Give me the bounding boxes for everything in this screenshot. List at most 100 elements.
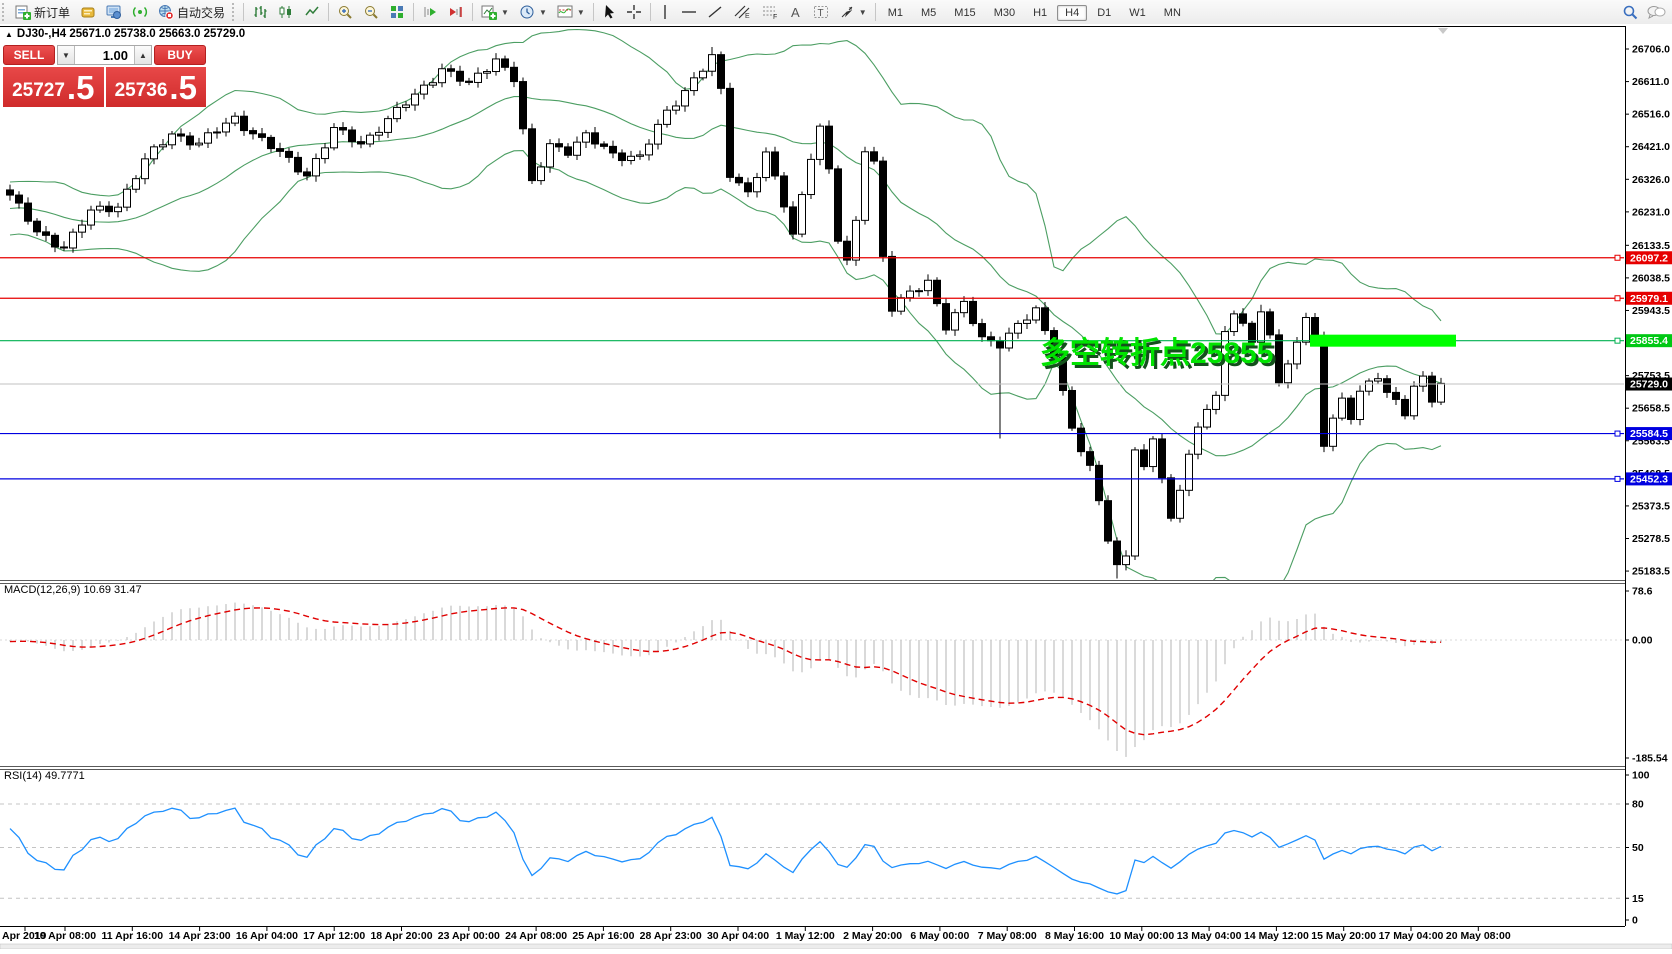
chart-window[interactable]: ▲ DJ30-,H4 25671.0 25738.0 25663.0 25729… (0, 24, 1672, 950)
bar-chart-mode-button[interactable] (247, 1, 273, 23)
candle-body (15, 194, 23, 204)
candlestick-mode-button[interactable] (273, 1, 299, 23)
candle-body (321, 147, 329, 160)
zoom-in-button[interactable] (332, 1, 358, 23)
macd-signal-line (9, 607, 1442, 736)
arrows-dropdown[interactable]: ▼ (834, 1, 872, 23)
ask-int: 25736 (114, 80, 168, 101)
candle-body (924, 279, 932, 292)
new-chart-dropdown[interactable]: ▼ (476, 1, 514, 23)
tile-windows-button[interactable] (384, 1, 410, 23)
price-tick-label: 26706.0 (1632, 44, 1670, 56)
chat-icon[interactable] (1646, 4, 1666, 20)
candle-body (654, 123, 662, 145)
timeframe-m15[interactable]: M15 (954, 7, 976, 19)
text-label-icon: T (813, 6, 828, 19)
candle-body (1095, 464, 1103, 502)
candle-body (150, 146, 158, 160)
bid-price[interactable]: 25727 .5 (3, 67, 104, 107)
chart-shift-button[interactable] (443, 1, 469, 23)
timeframe-d1[interactable]: D1 (1097, 7, 1112, 19)
timeframe-mn[interactable]: MN (1163, 7, 1181, 19)
indicators-dropdown[interactable]: ▼ (552, 1, 590, 23)
line-anchor[interactable] (1614, 475, 1621, 482)
sell-button[interactable]: SELL (3, 45, 55, 65)
candle-body (528, 128, 536, 182)
ask-price[interactable]: 25736 .5 (105, 67, 206, 107)
time-axis-label: 30 Apr 04:00 (707, 930, 769, 942)
candle-body (249, 130, 257, 135)
price-scale[interactable]: 26706.0 26611.0 26516.0 26421.0 26326.0 26231… (1625, 44, 1672, 578)
candle-body (465, 80, 473, 83)
chart-shift-icon (450, 7, 462, 17)
timeframe-m1[interactable]: M1 (887, 7, 903, 19)
shift-marker-icon[interactable] (1438, 28, 1448, 34)
candle-body (510, 66, 518, 83)
bollinger-band[interactable] (9, 96, 1442, 457)
timeframe-h4[interactable]: H4 (1057, 5, 1088, 21)
macd-axis-label: -185.54 (1632, 753, 1668, 765)
candle-body (771, 151, 779, 177)
line-anchor[interactable] (1614, 254, 1621, 261)
vertical-line-tool[interactable] (654, 1, 676, 23)
volume-increase-button[interactable]: ▲ (134, 46, 151, 64)
buy-button[interactable]: BUY (154, 45, 206, 65)
chevron-down-icon: ▼ (501, 7, 509, 17)
volume-value[interactable]: 1.00 (102, 47, 128, 63)
text-label-tool[interactable]: T (808, 1, 834, 23)
line-anchor[interactable] (1614, 430, 1621, 437)
fibonacci-tool[interactable]: F (756, 1, 784, 23)
collapse-triangle-icon[interactable]: ▲ (5, 29, 13, 39)
candle-body (105, 205, 113, 213)
cursor-tool-button[interactable] (597, 1, 621, 23)
crosshair-tool-button[interactable] (621, 1, 647, 23)
candle-body (1419, 375, 1427, 387)
volume-decrease-button[interactable]: ▼ (58, 46, 75, 64)
candle-body (960, 300, 968, 314)
candle-body (555, 143, 563, 148)
highlight-bar[interactable] (1310, 334, 1456, 347)
line-anchor[interactable] (1614, 295, 1621, 302)
signals-button[interactable] (127, 1, 153, 23)
candle-body (1365, 380, 1373, 392)
line-chart-mode-button[interactable] (299, 1, 325, 23)
rsi-axis-label: 100 (1632, 770, 1650, 782)
new-order-button[interactable]: 新订单 (10, 1, 75, 23)
time-axis-label: 8 May 16:00 (1045, 930, 1104, 942)
trendline-tool[interactable] (702, 1, 728, 23)
history-center-button[interactable] (75, 1, 101, 23)
period-dropdown[interactable]: ▼ (514, 1, 552, 23)
zoom-out-button[interactable] (358, 1, 384, 23)
bollinger-band[interactable] (9, 150, 1442, 599)
candle-body (708, 54, 716, 72)
timeframe-m30[interactable]: M30 (993, 7, 1016, 19)
timeframe-w1[interactable]: W1 (1129, 7, 1146, 19)
candle-body (1275, 334, 1283, 384)
equidistant-channel-tool[interactable]: E (728, 1, 756, 23)
candle-body (825, 125, 833, 170)
bollinger-band[interactable] (9, 28, 1442, 335)
line-anchor[interactable] (1614, 337, 1621, 344)
time-axis-label: 23 Apr 00:00 (438, 930, 500, 942)
auto-trading-button[interactable]: 自动交易 (153, 1, 230, 23)
time-axis-label: 18 Apr 20:00 (370, 930, 432, 942)
rsi-pane[interactable] (0, 803, 1625, 899)
price-badge: 25979.1 (1630, 293, 1668, 305)
chart-annotation[interactable]: 多空转折点25855 (1040, 337, 1273, 370)
candle-body (447, 68, 455, 72)
candle-body (1122, 555, 1130, 566)
horizontal-line-tool[interactable] (676, 1, 702, 23)
auto-scroll-button[interactable] (417, 1, 443, 23)
text-tool[interactable]: A (784, 1, 808, 23)
timeframe-h1[interactable]: H1 (1033, 7, 1048, 19)
timeframe-m5[interactable]: M5 (921, 7, 937, 19)
macd-pane[interactable] (0, 602, 1625, 757)
candle-body (267, 136, 275, 150)
candle-body (483, 71, 491, 74)
candle-body (1293, 341, 1301, 365)
terminal-button[interactable] (101, 1, 127, 23)
search-icon[interactable] (1622, 4, 1638, 20)
